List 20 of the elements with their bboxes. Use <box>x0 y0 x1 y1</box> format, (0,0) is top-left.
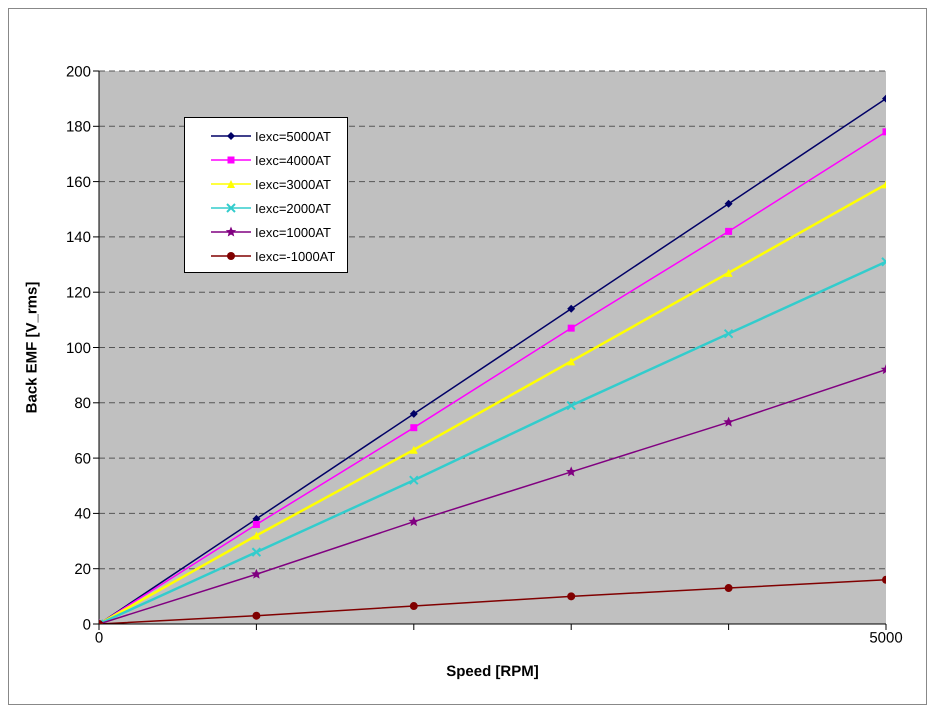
y-tick-label: 40 <box>74 506 91 523</box>
y-tick-label: 140 <box>66 229 91 246</box>
y-axis-title: Back EMF [V_rms] <box>23 282 40 414</box>
legend-label: Iexc=3000AT <box>255 176 332 192</box>
legend-label: Iexc=2000AT <box>255 200 332 216</box>
y-tick-label: 160 <box>66 174 91 191</box>
legend-label: Iexc=5000AT <box>255 128 332 144</box>
legend-label: Iexc=4000AT <box>255 152 332 168</box>
y-tick-label: 60 <box>74 450 91 468</box>
y-tick-label: 80 <box>74 395 91 412</box>
legend-label: Iexc=1000AT <box>255 224 332 240</box>
y-tick-label: 20 <box>74 561 91 578</box>
y-tick-label: 200 <box>66 63 91 80</box>
y-tick-label: 100 <box>66 340 91 357</box>
y-tick-label: 120 <box>66 284 91 302</box>
legend-label: Iexc=-1000AT <box>255 248 336 264</box>
y-tick-label: 0 <box>82 616 91 634</box>
y-tick-label: 180 <box>66 118 91 136</box>
x-tick-label: 5000 <box>869 630 903 647</box>
x-axis-title: Speed [RPM] <box>446 663 539 680</box>
